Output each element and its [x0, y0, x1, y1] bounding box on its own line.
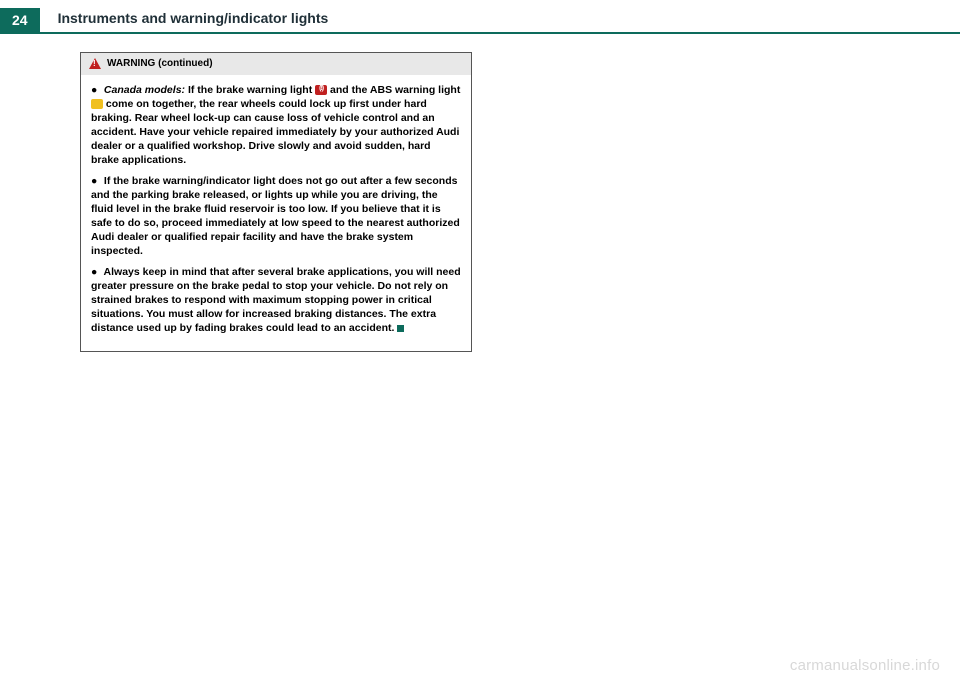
para1-lead: Canada models:: [104, 84, 185, 96]
bullet-icon: ●: [91, 174, 101, 188]
para1-a: If the brake warning light: [185, 84, 315, 96]
watermark: carmanualsonline.info: [790, 657, 940, 674]
para1-c: come on together, the rear wheels could …: [91, 98, 459, 167]
warning-header-text: WARNING (continued): [107, 57, 213, 71]
para3-text: Always keep in mind that after several b…: [91, 266, 461, 335]
para2-text: If the brake warning/indicator light doe…: [91, 175, 460, 258]
warning-triangle-icon: [89, 58, 101, 69]
bullet-icon: ●: [91, 83, 101, 97]
warning-para-3: ● Always keep in mind that after several…: [91, 265, 461, 336]
chapter-title: Instruments and warning/indicator lights: [58, 10, 329, 30]
page-header: 24 Instruments and warning/indicator lig…: [0, 8, 960, 34]
warning-para-2: ● If the brake warning/indicator light d…: [91, 174, 461, 259]
page-number: 24: [0, 8, 40, 32]
warning-para-1: ● Canada models: If the brake warning li…: [91, 83, 461, 168]
para1-b: and the ABS warning light: [327, 84, 460, 96]
warning-box-header: WARNING (continued): [81, 53, 471, 75]
end-square-icon: [397, 325, 404, 332]
abs-warning-icon: [91, 99, 103, 109]
warning-box: WARNING (continued) ● Canada models: If …: [80, 52, 472, 352]
brake-warning-icon: [315, 85, 327, 95]
warning-box-body: ● Canada models: If the brake warning li…: [81, 75, 471, 352]
bullet-icon: ●: [91, 265, 101, 279]
